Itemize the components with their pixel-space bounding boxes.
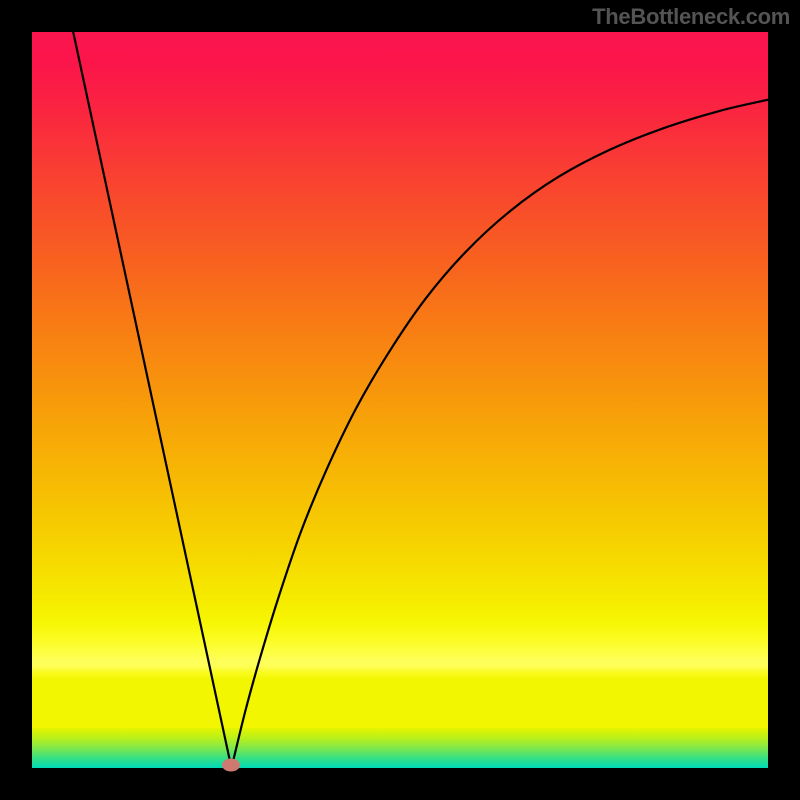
plot-area <box>32 32 768 768</box>
chart-frame: TheBottleneck.com <box>0 0 800 800</box>
watermark-text: TheBottleneck.com <box>592 4 790 30</box>
optimum-marker <box>222 759 240 772</box>
bottleneck-curve <box>32 32 768 768</box>
